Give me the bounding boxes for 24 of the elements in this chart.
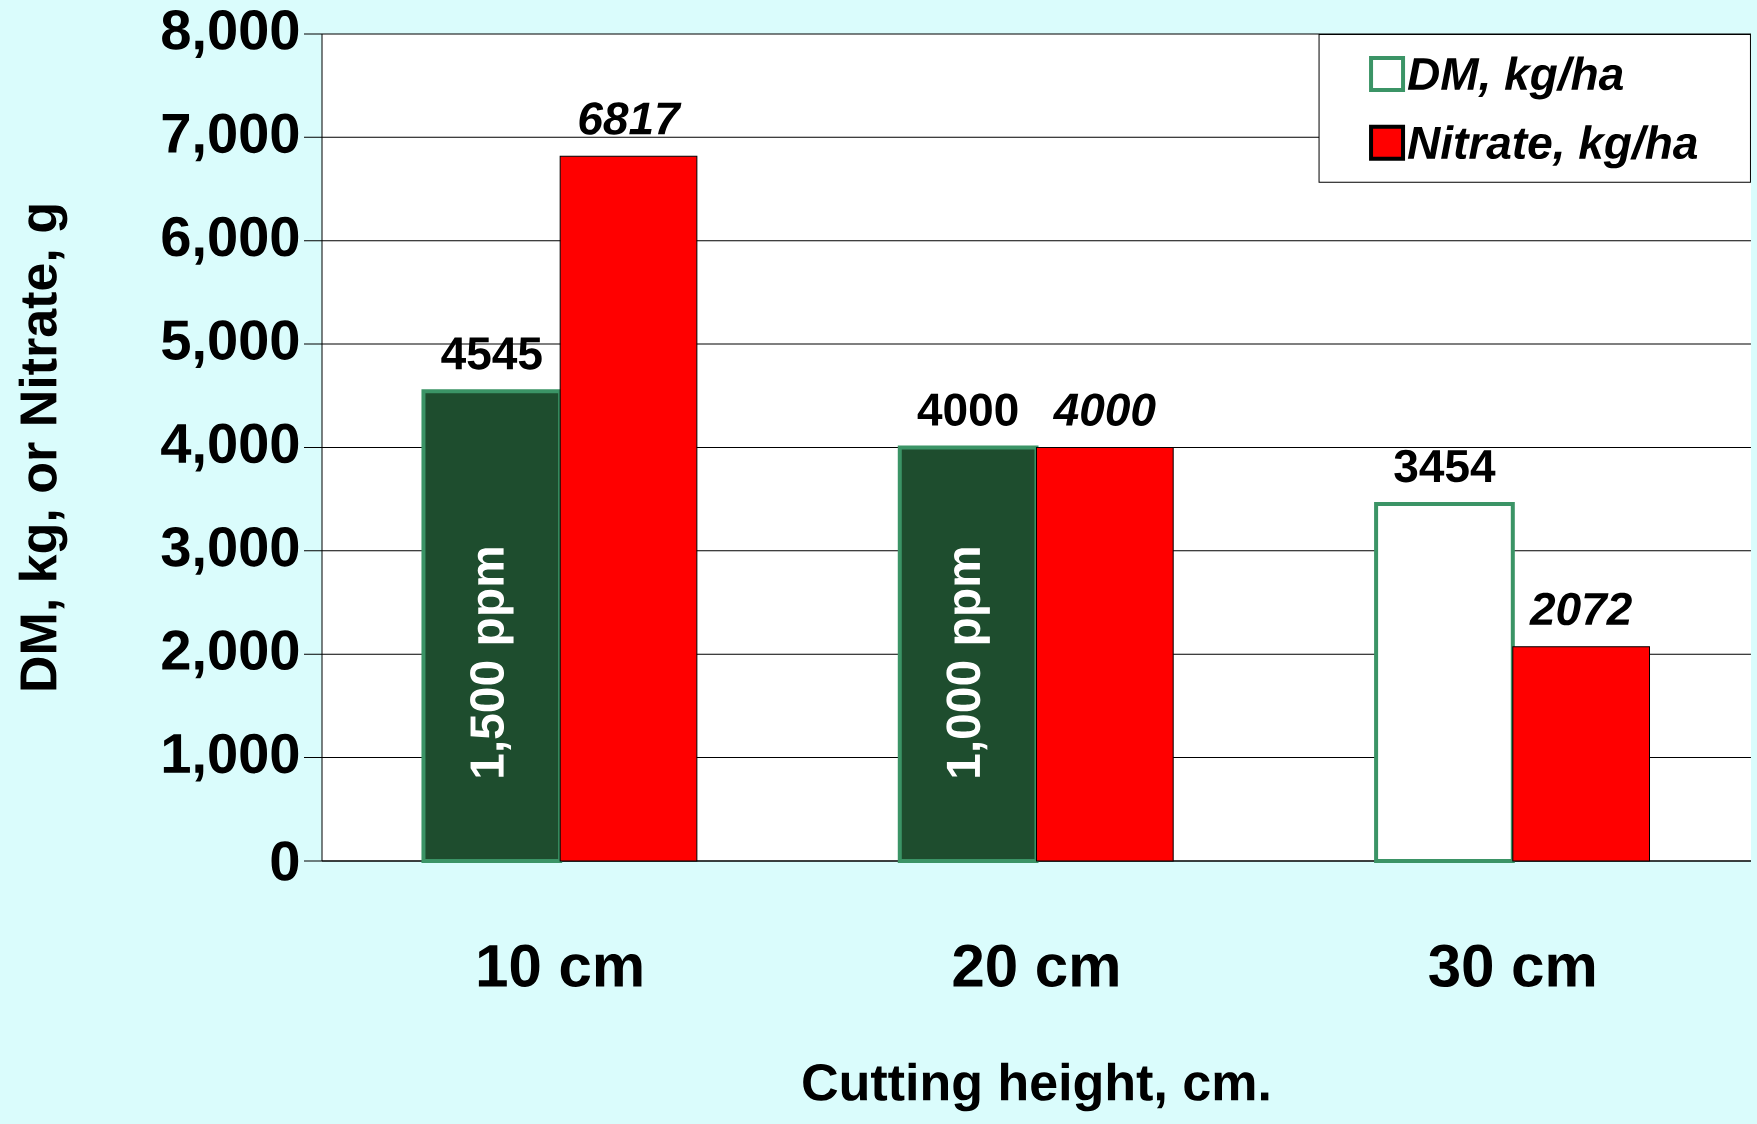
annotation: 1,000 ppm bbox=[946, 548, 990, 777]
y-tick-label: 5,000 bbox=[162, 320, 299, 369]
y-tick-label: 6,000 bbox=[162, 216, 299, 265]
y-tick-label: 7,000 bbox=[162, 113, 299, 162]
legend-label: DM, kg/ha bbox=[1407, 56, 1623, 100]
data-label: 6817 bbox=[579, 102, 682, 135]
y-tick-label: 3,000 bbox=[161, 526, 299, 575]
x-tick-label: 20 cm bbox=[953, 944, 1118, 987]
y-tick-label: 8,000 bbox=[162, 10, 299, 58]
data-label: 2072 bbox=[1529, 592, 1632, 626]
annotation: 1,500 ppm bbox=[470, 548, 514, 777]
y-axis-title: DM, kg, or Nitrate, g bbox=[18, 205, 68, 690]
x-tick-label: 10 cm bbox=[478, 944, 642, 987]
y-tick-label: 1,000 bbox=[163, 733, 299, 782]
data-label: 4000 bbox=[917, 393, 1018, 426]
y-tick-label: 4,000 bbox=[161, 423, 299, 472]
y-tick-label: 2,000 bbox=[162, 630, 299, 679]
data-label: 4000 bbox=[1052, 393, 1156, 426]
y-tick-label: 0 bbox=[271, 841, 299, 881]
data-label: 4545 bbox=[441, 337, 542, 370]
legend-label: Nitrate, kg/ha bbox=[1407, 125, 1698, 169]
data-label: 3454 bbox=[1394, 449, 1496, 483]
x-axis-title: Cutting height, cm. bbox=[803, 1062, 1269, 1112]
x-tick-label: 30 cm bbox=[1429, 944, 1595, 988]
